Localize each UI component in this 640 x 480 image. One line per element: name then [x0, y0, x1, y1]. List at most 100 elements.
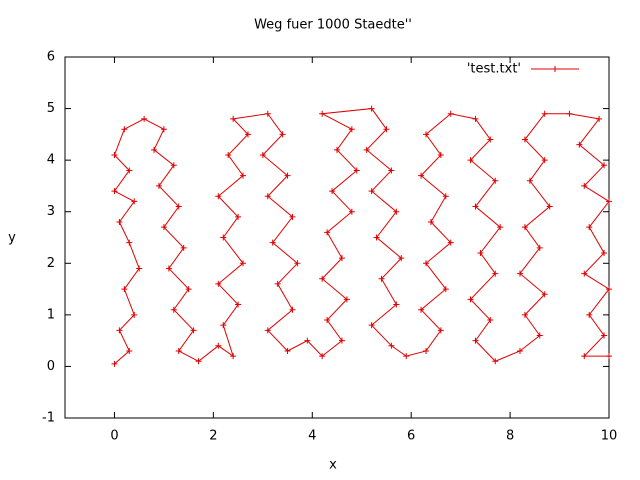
- point-marker: [541, 291, 548, 298]
- point-marker: [606, 353, 612, 360]
- point-marker: [383, 126, 390, 133]
- point-marker: [368, 188, 375, 195]
- y-tick-label: 2: [47, 256, 55, 271]
- point-marker: [601, 332, 608, 339]
- point-marker: [284, 347, 291, 354]
- x-tick-label: 6: [407, 429, 415, 444]
- point-marker: [541, 110, 548, 117]
- point-marker: [596, 115, 603, 122]
- point-marker: [423, 260, 430, 267]
- point-marker: [363, 146, 370, 153]
- point-marker: [215, 193, 222, 200]
- point-marker: [235, 301, 242, 308]
- point-marker: [259, 151, 266, 158]
- point-marker: [536, 244, 543, 251]
- point-marker: [487, 317, 494, 324]
- point-marker: [319, 110, 326, 117]
- point-marker: [136, 265, 143, 272]
- point-marker: [170, 306, 177, 313]
- point-marker: [546, 203, 553, 210]
- point-marker: [264, 327, 271, 334]
- point-marker: [487, 136, 494, 143]
- point-marker: [274, 280, 281, 287]
- point-marker: [304, 337, 311, 344]
- point-marker: [175, 203, 182, 210]
- x-tick-label: 10: [601, 429, 618, 444]
- point-marker: [472, 115, 479, 122]
- point-marker: [442, 286, 449, 293]
- point-marker: [111, 360, 118, 367]
- point-marker: [180, 244, 187, 251]
- point-marker: [334, 146, 340, 153]
- x-axis-label: x: [329, 458, 337, 473]
- point-marker: [126, 347, 133, 354]
- point-marker: [516, 270, 523, 277]
- point-marker: [343, 296, 350, 303]
- point-marker: [215, 342, 222, 349]
- point-marker: [586, 224, 593, 231]
- point-marker: [521, 224, 528, 231]
- y-tick-label: 6: [47, 50, 55, 65]
- point-marker: [566, 110, 573, 117]
- point-marker: [472, 337, 479, 344]
- tour-line: [113, 108, 610, 365]
- point-marker: [576, 141, 583, 148]
- y-tick-label: 3: [47, 204, 55, 219]
- point-marker: [393, 208, 400, 215]
- x-tick-label: 4: [308, 429, 316, 444]
- point-marker: [230, 353, 237, 360]
- point-marker: [472, 203, 479, 210]
- point-marker: [418, 306, 425, 313]
- point-marker: [279, 131, 286, 138]
- point-marker: [477, 249, 484, 256]
- point-marker: [467, 157, 474, 164]
- point-marker: [111, 188, 118, 195]
- point-marker: [373, 234, 380, 241]
- chart-title: Weg fuer 1000 Staedte'': [254, 18, 412, 33]
- point-marker: [427, 219, 434, 226]
- point-marker: [606, 198, 612, 205]
- point-marker: [121, 126, 128, 133]
- point-marker: [170, 162, 177, 169]
- y-tick-label: -1: [42, 411, 55, 426]
- point-marker: [289, 306, 296, 313]
- point-marker: [264, 110, 271, 117]
- point-marker: [235, 213, 242, 220]
- point-marker: [581, 182, 588, 189]
- point-marker: [521, 136, 528, 143]
- point-marker: [378, 275, 385, 282]
- point-marker: [393, 301, 400, 308]
- point-marker: [185, 286, 192, 293]
- point-marker: [368, 322, 375, 329]
- point-marker: [190, 327, 197, 334]
- point-marker: [264, 193, 271, 200]
- point-marker: [131, 311, 138, 318]
- point-marker: [220, 322, 227, 329]
- point-marker: [492, 177, 499, 184]
- x-tick-label: 8: [506, 429, 514, 444]
- point-marker: [160, 224, 167, 231]
- point-marker: [388, 167, 395, 174]
- point-marker: [423, 131, 430, 138]
- point-marker: [215, 280, 222, 287]
- point-marker: [240, 260, 247, 267]
- point-marker: [418, 172, 425, 179]
- point-marker: [131, 198, 138, 205]
- point-marker: [151, 146, 158, 153]
- point-marker: [111, 151, 118, 158]
- point-marker: [116, 327, 123, 334]
- y-tick-label: 4: [47, 153, 55, 168]
- point-marker: [403, 353, 410, 360]
- y-tick-label: 0: [47, 359, 55, 374]
- point-marker: [536, 332, 543, 339]
- y-tick-label: 5: [47, 101, 55, 116]
- point-marker: [447, 110, 454, 117]
- point-marker: [398, 255, 405, 262]
- legend-marker: [552, 66, 558, 72]
- point-marker: [141, 115, 148, 122]
- plot-border: [64, 56, 610, 419]
- point-marker: [244, 131, 251, 138]
- point-marker: [541, 157, 548, 164]
- point-marker: [526, 177, 533, 184]
